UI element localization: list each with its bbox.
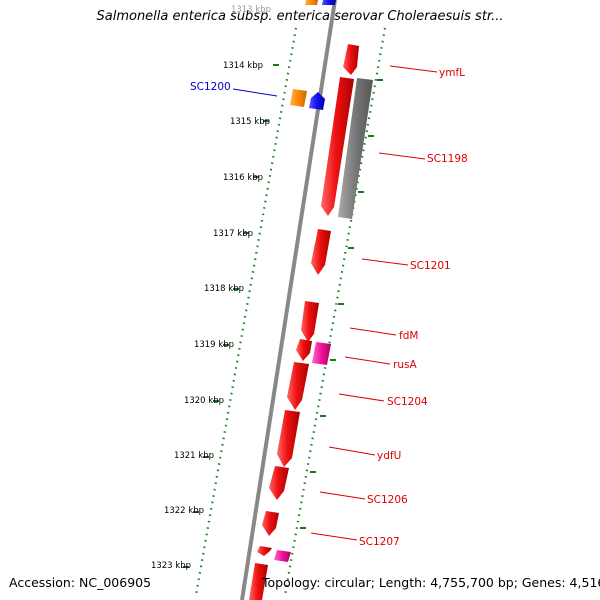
feature-top-orange[interactable] [305, 0, 318, 5]
scale-label-1318: 1318 kbp [204, 284, 244, 294]
gene-label-SC1201[interactable]: SC1201 [410, 260, 451, 272]
scale-label-1322: 1322 kbp [164, 506, 204, 516]
scale-label-1314: 1314 kbp [223, 61, 263, 71]
gene-arrow-SC1204[interactable] [287, 362, 309, 410]
scale-label-1313: 1313 kbp [231, 5, 271, 15]
feature-blue-SC1200[interactable] [309, 92, 325, 110]
inner-ring-tick-marks [300, 79, 383, 529]
feature-orange-SC1200[interactable] [290, 89, 307, 107]
accession-text: Accession: NC_006905 [9, 575, 152, 590]
scale-label-1315: 1315 kbp [230, 117, 270, 127]
gene-label-ydfU[interactable]: ydfU [377, 450, 401, 462]
gene-arrow-ydfU[interactable] [277, 410, 300, 467]
scale-label-1320: 1320 kbp [184, 396, 224, 406]
scale-label-1317: 1317 kbp [213, 229, 253, 239]
feature-top-blue[interactable] [322, 0, 336, 5]
gene-label-rusA[interactable]: rusA [393, 359, 417, 371]
feature-pink-rusA[interactable] [312, 342, 331, 365]
gene-arrow-SC1198[interactable] [321, 77, 354, 216]
gene-label-SC1198[interactable]: SC1198 [427, 153, 468, 165]
gene-arrow-ymfL[interactable] [343, 44, 359, 75]
gene-label-SC1206[interactable]: SC1206 [367, 494, 408, 506]
outer-dotted-ring-left [194, 27, 298, 596]
gene-arrow-rusA[interactable] [296, 339, 312, 361]
gene-label-fdM[interactable]: fdM [399, 330, 418, 342]
gene-arrow-bottom[interactable] [249, 563, 268, 600]
gene-label-SC1207[interactable]: SC1207 [359, 536, 400, 548]
feature-pink-small[interactable] [274, 550, 291, 562]
genome-backbone-ring [240, 0, 337, 600]
gene-label-SC1200[interactable]: SC1200 [190, 81, 231, 93]
feature-gray-SC1198[interactable] [338, 78, 373, 219]
gene-arrow-SC1206[interactable] [269, 466, 289, 500]
gene-label-ymfL[interactable]: ymfL [439, 67, 465, 79]
genome-title: Salmonella enterica subsp. enterica sero… [96, 9, 504, 24]
scale-label-1321: 1321 kbp [174, 451, 214, 461]
scale-label-1316: 1316 kbp [223, 173, 263, 183]
gene-arrow-SC1201[interactable] [311, 229, 331, 275]
gene-arrow-SC1207[interactable] [262, 511, 279, 536]
scale-label-1323: 1323 kbp [151, 561, 191, 571]
gene-arrow-small[interactable] [257, 546, 272, 556]
scale-tick-marks [183, 64, 279, 568]
gene-label-SC1204[interactable]: SC1204 [387, 396, 428, 408]
gene-arrow-fdM[interactable] [301, 301, 319, 342]
genome-summary-text: Topology: circular; Length: 4,755,700 bp… [262, 575, 600, 590]
scale-label-1319: 1319 kbp [194, 340, 234, 350]
